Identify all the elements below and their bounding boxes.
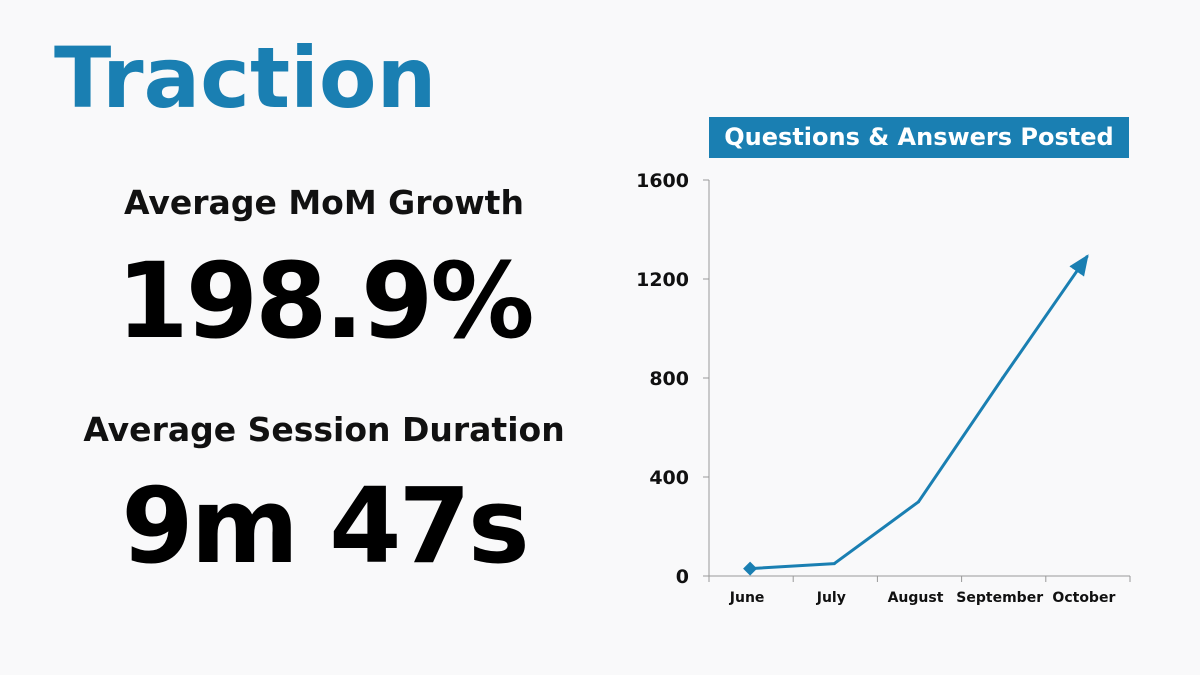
data-point — [1085, 255, 1089, 259]
x-tick-label: September — [956, 590, 1043, 606]
series-line — [750, 254, 1089, 571]
data-point-start — [743, 561, 758, 576]
y-tick-label: 1600 — [636, 170, 689, 192]
session-duration-value: 9m 47s — [121, 465, 530, 587]
x-tick-label: August — [888, 590, 944, 606]
data-point — [917, 500, 920, 504]
y-tick-label: 0 — [676, 566, 689, 588]
data-point — [1001, 376, 1005, 380]
y-tick-label: 400 — [649, 467, 689, 489]
data-point — [832, 562, 836, 566]
growth-label: Average MoM Growth — [124, 183, 524, 222]
line-chart: 0 400 800 1200 1600 June July August September Oc… — [636, 170, 1131, 606]
x-tick-label: June — [729, 590, 765, 606]
x-tick-label: October — [1052, 590, 1115, 606]
y-tick-label: 800 — [649, 368, 689, 390]
x-tick-label: July — [816, 590, 846, 606]
session-duration-label: Average Session Duration — [83, 410, 565, 449]
y-tick-label: 1200 — [636, 269, 689, 291]
slide-title: Traction — [54, 29, 437, 127]
growth-value: 198.9% — [116, 240, 534, 362]
chart-title: Questions & Answers Posted — [709, 117, 1129, 158]
